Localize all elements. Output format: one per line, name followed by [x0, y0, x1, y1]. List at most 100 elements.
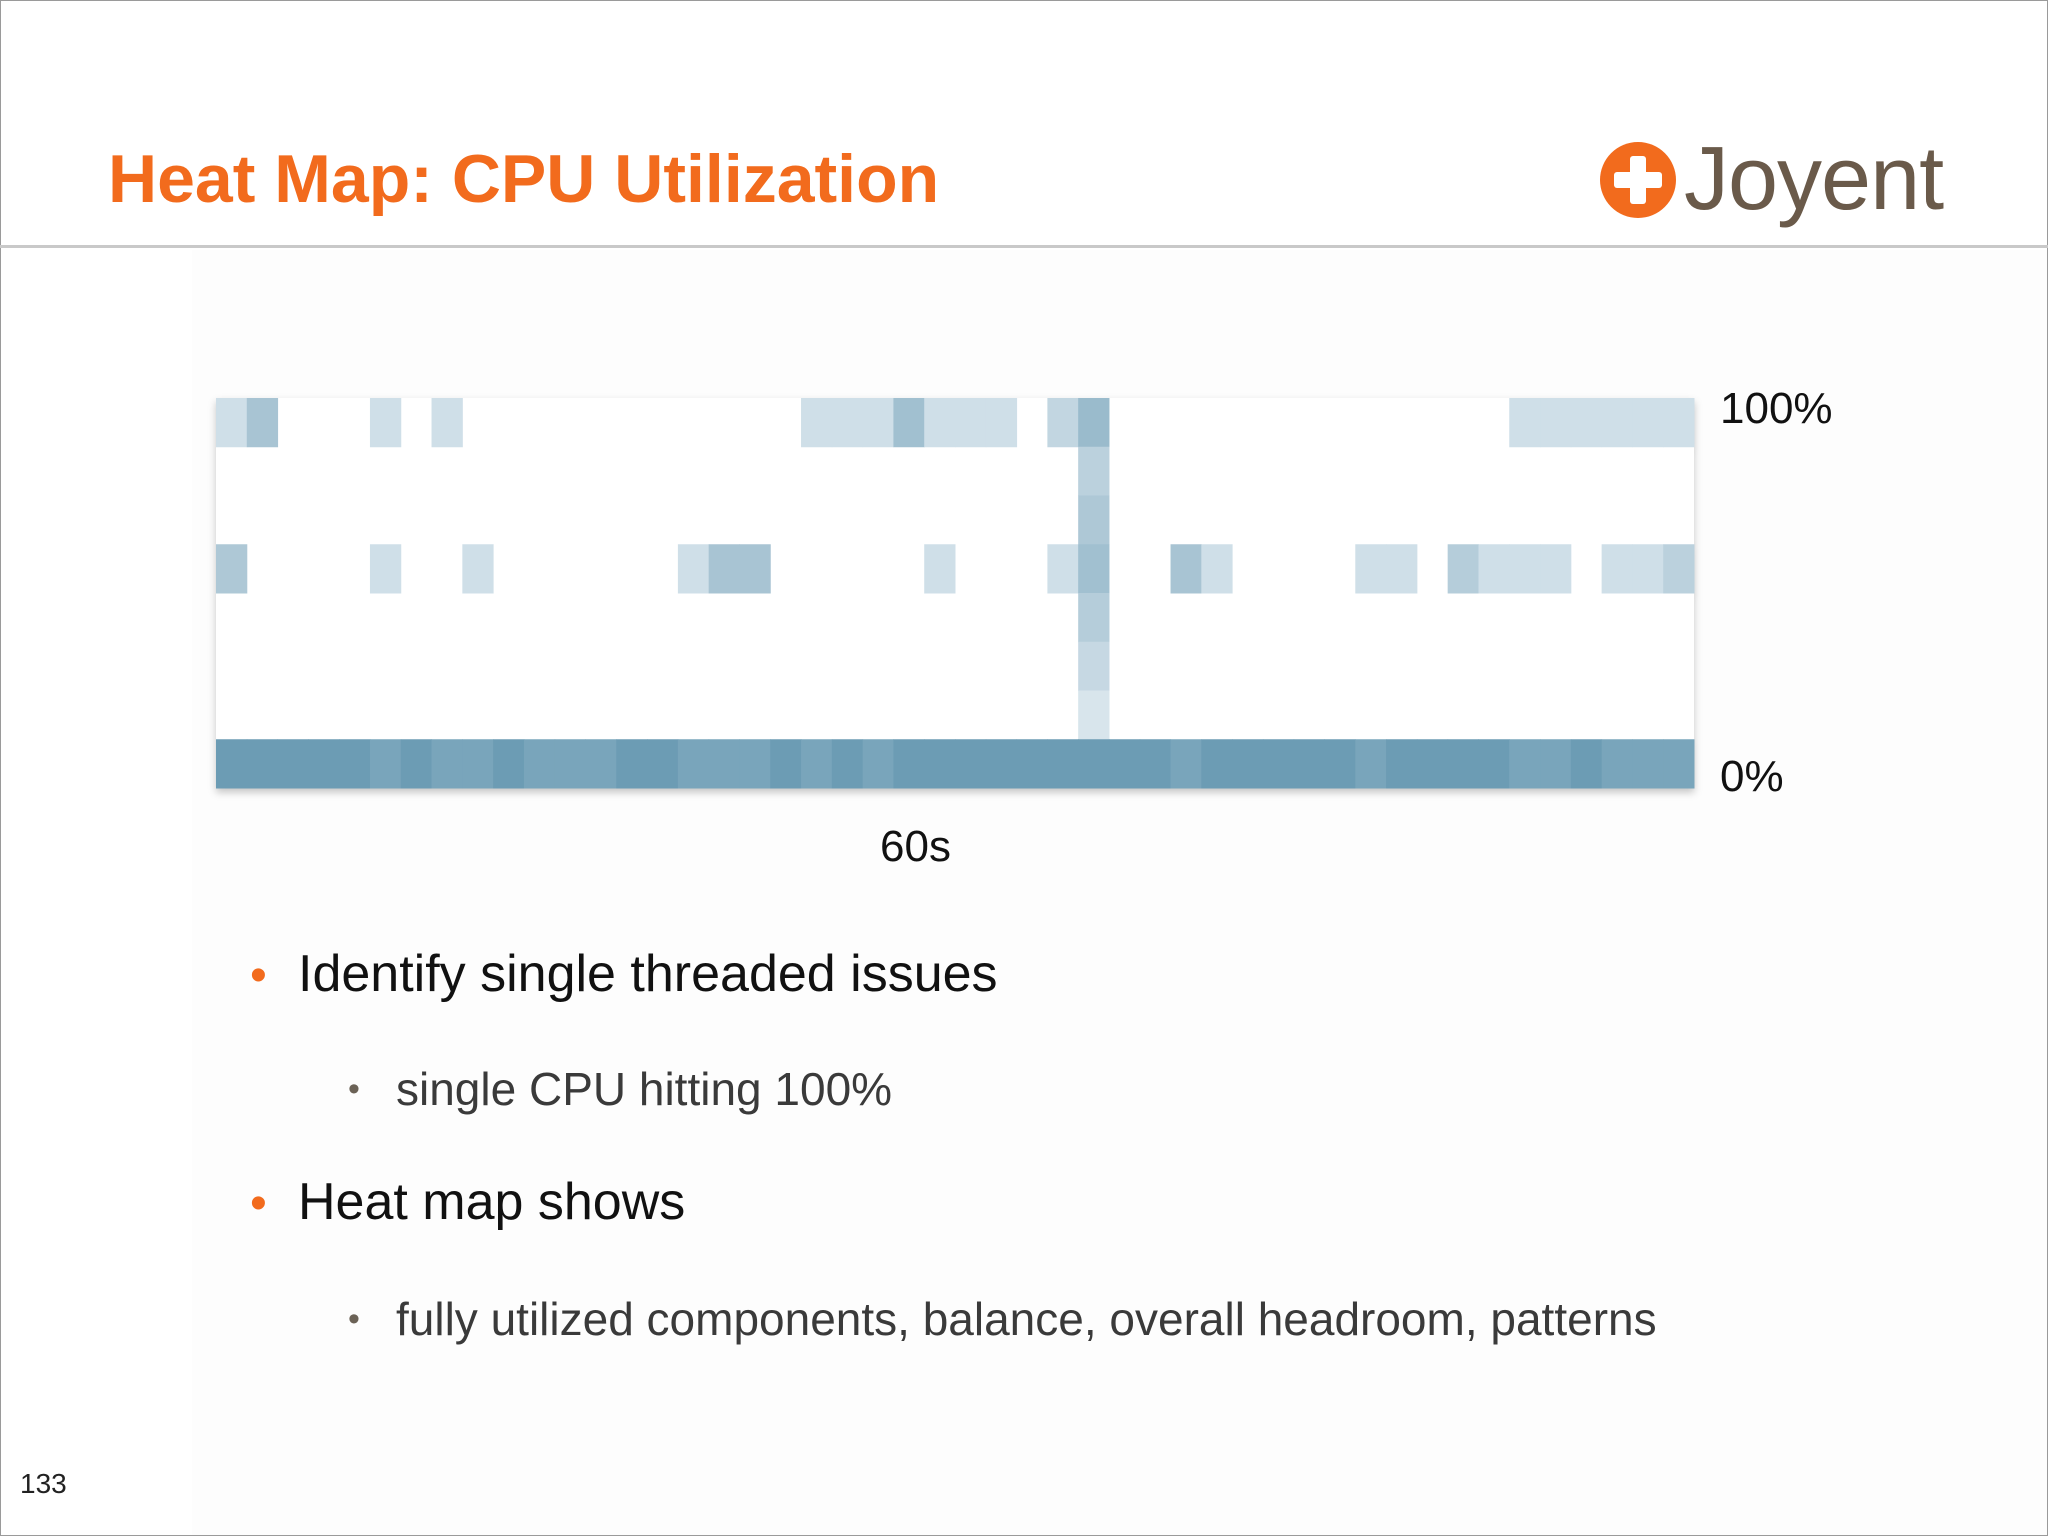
- heat-cell: [1601, 739, 1633, 789]
- heat-map-chart: [214, 396, 1698, 792]
- heat-cell: [369, 544, 402, 594]
- heat-cell: [985, 398, 1018, 448]
- heat-cell: [1078, 593, 1110, 643]
- heat-cell: [1293, 739, 1325, 789]
- heat-cell: [1016, 739, 1048, 789]
- heat-cell: [924, 739, 956, 789]
- heat-cell: [1570, 398, 1603, 448]
- heat-cell: [1047, 739, 1079, 789]
- heat-cell: [216, 544, 248, 594]
- heat-cell: [1632, 544, 1664, 594]
- heat-cell: [1139, 739, 1172, 789]
- heat-cell: [1540, 398, 1572, 448]
- heat-cell: [801, 739, 833, 789]
- heat-cell: [1386, 739, 1418, 789]
- heat-map-cells: [216, 398, 1695, 789]
- heat-cell: [431, 398, 463, 448]
- heat-cell: [1355, 544, 1387, 594]
- heat-cell: [1201, 544, 1233, 594]
- heat-cell: [1663, 398, 1695, 448]
- heat-cell: [677, 739, 710, 789]
- y-tick-label-top: 100%: [1720, 384, 1833, 433]
- heat-cell: [462, 739, 494, 789]
- sub-bullet-dot: •: [348, 1070, 360, 1108]
- heat-cell: [246, 398, 279, 448]
- heat-cell: [1108, 739, 1141, 789]
- heat-cell: [1663, 544, 1695, 594]
- slide-title: Heat Map: CPU Utilization: [108, 141, 940, 217]
- heat-cell: [339, 739, 371, 789]
- heat-cell: [400, 739, 433, 789]
- heat-cell: [1201, 739, 1233, 789]
- heat-cell: [216, 398, 248, 448]
- heat-cell: [308, 739, 340, 789]
- heat-cell: [216, 739, 248, 789]
- heat-cell: [1078, 446, 1110, 496]
- heat-cell: [246, 739, 279, 789]
- heat-cell: [1601, 398, 1633, 448]
- heat-cell: [1047, 398, 1079, 448]
- heat-cell: [1232, 739, 1264, 789]
- heat-cell: [277, 739, 309, 789]
- heat-cell: [1262, 739, 1295, 789]
- heat-cell: [647, 739, 679, 789]
- heat-cell: [1540, 544, 1572, 594]
- heat-cell: [708, 544, 740, 594]
- heat-cell: [1632, 739, 1664, 789]
- heat-cell: [985, 739, 1018, 789]
- heat-cell: [862, 398, 894, 448]
- heat-cell: [770, 739, 802, 789]
- heat-cell: [1078, 641, 1110, 691]
- sub-bullet-dot: •: [348, 1300, 360, 1338]
- heat-cell: [1355, 739, 1387, 789]
- heat-cell: [1478, 739, 1510, 789]
- heat-cell: [1170, 739, 1202, 789]
- heat-cell: [739, 544, 771, 594]
- heat-cell: [585, 739, 617, 789]
- heat-cell: [1078, 398, 1110, 448]
- bullet-dot: •: [250, 949, 267, 1002]
- heat-cell: [1386, 544, 1418, 594]
- heat-cell: [554, 739, 586, 789]
- heat-cell: [369, 398, 402, 448]
- heat-cell: [831, 398, 864, 448]
- heat-cell: [955, 739, 987, 789]
- heat-cell: [369, 739, 402, 789]
- heat-cell: [831, 739, 864, 789]
- logo-wordmark: Joyent: [1684, 129, 1944, 229]
- heat-cell: [924, 398, 956, 448]
- heat-cell: [1047, 544, 1079, 594]
- heat-cell: [1078, 739, 1110, 789]
- heat-cell: [1478, 544, 1510, 594]
- heat-map-plot: [216, 398, 1695, 789]
- heat-cell: [1447, 739, 1479, 789]
- bullet-dot: •: [250, 1177, 267, 1230]
- heat-cell: [708, 739, 740, 789]
- heat-cell: [616, 739, 648, 789]
- page-number: 133: [20, 1468, 67, 1499]
- heat-cell: [1078, 544, 1110, 594]
- heat-cell: [739, 739, 771, 789]
- x-axis-label: 60s: [880, 822, 951, 871]
- header-divider: [0, 245, 2048, 248]
- heat-cell: [431, 739, 463, 789]
- heat-cell: [1447, 544, 1479, 594]
- heat-cell: [1416, 739, 1449, 789]
- heat-cell: [523, 739, 556, 789]
- plus-circle-icon: [1600, 142, 1676, 218]
- heat-cell: [893, 739, 925, 789]
- heat-cell: [493, 739, 525, 789]
- heat-cell: [1324, 739, 1356, 789]
- heat-cell: [1663, 739, 1695, 789]
- sub-bullet-text: single CPU hitting 100%: [396, 1063, 893, 1115]
- y-tick-label-bottom: 0%: [1720, 752, 1784, 801]
- bullet-text: Heat map shows: [298, 1173, 686, 1231]
- heat-cell: [1509, 398, 1541, 448]
- heat-cell: [893, 398, 925, 448]
- heat-cell: [677, 544, 710, 594]
- heat-cell: [1570, 739, 1603, 789]
- heat-cell: [1078, 495, 1110, 545]
- heat-cell: [924, 544, 956, 594]
- heat-cell: [862, 739, 894, 789]
- heat-cell: [1509, 739, 1541, 789]
